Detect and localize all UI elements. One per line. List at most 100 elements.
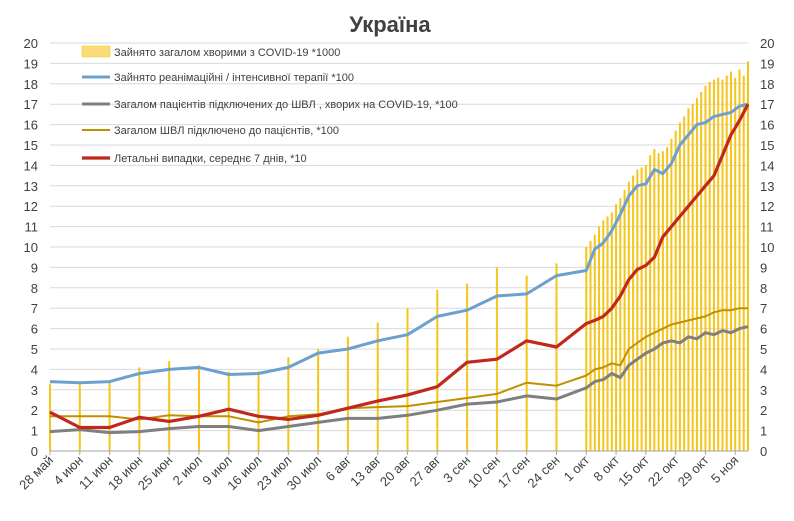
y-tick-label-left: 3 <box>31 383 38 398</box>
x-tick-label: 5 ноя <box>708 453 741 486</box>
bar <box>678 122 681 451</box>
bar <box>227 371 230 451</box>
x-tick-label: 1 окт <box>561 452 593 484</box>
bar <box>712 79 715 451</box>
y-tick-label-left: 18 <box>24 77 38 92</box>
y-tick-label-right: 9 <box>760 260 767 275</box>
y-tick-label-left: 15 <box>24 138 38 153</box>
y-tick-label-right: 16 <box>760 118 774 133</box>
series-line-vent_covid <box>49 325 749 435</box>
y-tick-label-left: 11 <box>25 220 39 235</box>
bar <box>589 240 592 451</box>
x-tick-label: 10 сен <box>465 453 503 491</box>
bar <box>734 77 737 452</box>
bar <box>687 108 690 451</box>
bar <box>138 367 141 451</box>
legend-swatch-bars <box>81 45 111 58</box>
legend-label-icu: Зайнято реанімаційні / інтенсивної терап… <box>114 72 354 84</box>
bar <box>317 349 320 451</box>
bar <box>636 169 639 452</box>
bar <box>78 383 81 451</box>
gridlines <box>50 42 748 452</box>
y-tick-label-right: 3 <box>760 383 767 398</box>
bar <box>623 189 626 451</box>
y-tick-label-right: 10 <box>760 240 774 255</box>
y-tick-label-left: 16 <box>24 118 38 133</box>
bar <box>615 204 618 451</box>
bar <box>725 75 728 451</box>
bar <box>661 151 664 451</box>
line-series <box>49 102 750 435</box>
y-tick-label-left: 13 <box>24 179 38 194</box>
bar <box>49 383 51 451</box>
bar <box>627 181 630 451</box>
x-tick-label: 13 авг <box>347 452 384 489</box>
bar <box>602 220 605 451</box>
y-tick-label-right: 20 <box>760 36 774 51</box>
x-tick-label: 27 авг <box>407 452 444 489</box>
y-tick-label-right: 15 <box>760 138 774 153</box>
y-tick-label-left: 5 <box>31 342 38 357</box>
series-line-vent_total <box>50 307 748 424</box>
bar <box>742 75 745 451</box>
y-tick-label-left: 17 <box>24 97 38 112</box>
bar <box>691 104 694 451</box>
bar <box>593 234 596 451</box>
bar <box>695 98 698 451</box>
y-tick-label-right: 4 <box>760 362 767 377</box>
bar <box>708 81 711 451</box>
legend-label-deaths: Летальні випадки, середнє 7 днів, *10 <box>114 153 307 165</box>
bar <box>721 79 724 451</box>
bar <box>640 167 643 451</box>
y-tick-label-right: 0 <box>760 444 767 459</box>
bar <box>525 275 528 451</box>
y-tick-label-right: 17 <box>760 97 774 112</box>
y-tick-label-right: 6 <box>760 322 767 337</box>
bar <box>197 365 200 451</box>
y-tick-label-right: 1 <box>760 424 767 439</box>
y-tick-label-left: 8 <box>31 281 38 296</box>
y-tick-label-right: 7 <box>760 301 767 316</box>
x-tick-label: 24 сен <box>524 453 562 491</box>
y-tick-label-left: 20 <box>24 36 38 51</box>
x-tick-label: 22 окт <box>645 452 682 489</box>
bar <box>632 175 635 451</box>
y-tick-label-right: 5 <box>760 342 767 357</box>
bar <box>666 147 669 452</box>
y-tick-label-left: 19 <box>24 56 38 71</box>
bar <box>683 116 686 451</box>
bar <box>598 226 601 451</box>
bar <box>376 322 379 451</box>
bar <box>670 138 673 451</box>
y-tick-label-right: 8 <box>760 281 767 296</box>
bar <box>704 85 707 451</box>
bar <box>717 77 720 452</box>
y-tick-label-left: 6 <box>31 322 38 337</box>
series-line-icu <box>49 102 749 385</box>
bar <box>406 308 409 451</box>
y-tick-label-right: 14 <box>760 158 774 173</box>
bar <box>729 71 732 451</box>
bar <box>700 91 703 452</box>
y-tick-label-left: 4 <box>31 362 38 377</box>
x-tick-label: 17 сен <box>495 453 533 491</box>
legend-label-vent_total: Загалом ШВЛ підключено до пацієнтів, *10… <box>114 125 339 137</box>
y-tick-label-left: 1 <box>31 424 38 439</box>
bar <box>585 247 588 451</box>
legend-label-vent_covid: Загалом пацієнтів підключених до ШВЛ , х… <box>114 99 458 111</box>
legend-label-bars: Зайнято загалом хворими з COVID-19 *1000 <box>114 47 340 59</box>
bar <box>674 130 677 451</box>
legend: Зайнято загалом хворими з COVID-19 *1000… <box>81 45 458 165</box>
bar <box>287 357 290 451</box>
y-tick-label-right: 12 <box>760 199 774 214</box>
bar <box>346 336 349 451</box>
y-tick-label-right: 2 <box>760 403 767 418</box>
y-tick-label-left: 7 <box>31 301 38 316</box>
y-tick-label-right: 11 <box>760 220 774 235</box>
bar <box>606 216 609 451</box>
bar <box>436 289 439 451</box>
chart-title: Україна <box>349 12 431 37</box>
bar <box>168 361 171 451</box>
bars-series <box>49 61 749 452</box>
